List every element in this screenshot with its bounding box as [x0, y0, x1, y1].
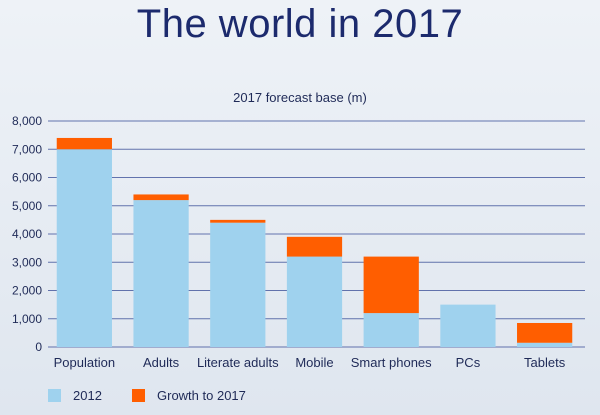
bar-growth [56, 137, 112, 150]
y-tick-label: 5,000 [12, 199, 42, 213]
legend-item-growth: Growth to 2017 [132, 388, 246, 403]
x-tick-label: Adults [143, 355, 180, 370]
x-tick-label: Population [54, 355, 115, 370]
x-tick-label: Smart phones [351, 355, 432, 370]
x-tick-label: Tablets [524, 355, 566, 370]
slide-title: The world in 2017 [136, 2, 464, 46]
legend-swatch-growth [132, 389, 145, 402]
bar-growth [363, 256, 419, 314]
y-tick-label: 7,000 [12, 142, 42, 156]
bar-growth [517, 322, 573, 343]
x-tick-label: Literate adults [197, 355, 279, 370]
chart-subtitle: 2017 forecast base (m) [233, 90, 367, 105]
bar-2012 [286, 256, 343, 347]
legend-swatch-2012 [48, 389, 61, 402]
y-tick-label: 1,000 [12, 312, 42, 326]
y-tick-label: 3,000 [12, 255, 42, 269]
y-tick-label: 8,000 [12, 114, 42, 128]
legend-item-2012: 2012 [48, 388, 102, 403]
bar-growth [133, 194, 189, 201]
x-tick-label: PCs [456, 355, 481, 370]
legend: 2012 Growth to 2017 [40, 388, 560, 408]
bar-growth [210, 219, 266, 223]
legend-label-growth: Growth to 2017 [157, 388, 246, 403]
bar-2012 [517, 342, 573, 347]
bar-2012 [210, 222, 266, 347]
y-tick-label: 4,000 [12, 227, 42, 241]
bar-2012 [56, 149, 112, 347]
x-tick-label: Mobile [295, 355, 333, 370]
y-tick-label: 2,000 [12, 284, 42, 298]
bar-2012 [363, 313, 419, 347]
legend-label-2012: 2012 [73, 388, 102, 403]
y-tick-label: 6,000 [12, 171, 42, 185]
bar-growth [286, 236, 343, 257]
y-tick-label: 0 [35, 340, 42, 354]
bar-2012 [133, 200, 189, 347]
bar-2012 [440, 304, 496, 347]
